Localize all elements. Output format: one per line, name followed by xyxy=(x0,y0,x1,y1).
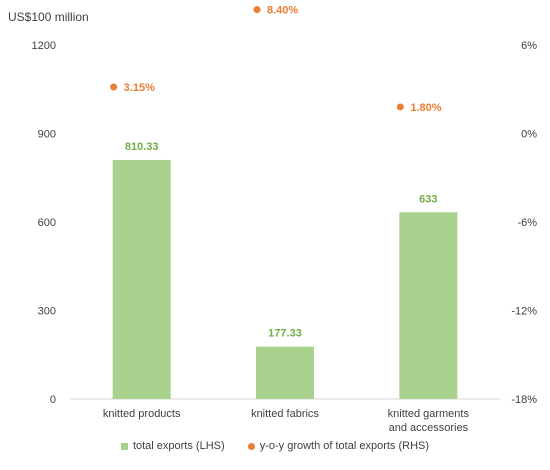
right-tick-label: -12% xyxy=(511,306,537,318)
growth-point xyxy=(110,83,118,91)
bar-value-label: 633 xyxy=(419,193,437,205)
bar xyxy=(399,212,458,399)
bar-value-label: 810.33 xyxy=(125,141,159,153)
category-label: knitted fabrics xyxy=(251,408,319,420)
legend-label-yoy-growth: y-o-y growth of total exports (RHS) xyxy=(259,440,430,452)
bar xyxy=(256,346,314,399)
category-label: and accessories xyxy=(389,422,469,434)
right-tick-label: -6% xyxy=(517,217,537,229)
chart-legend: total exports (LHS) y-o-y growth of tota… xyxy=(0,440,550,453)
legend-item-yoy-growth: y-o-y growth of total exports (RHS) xyxy=(247,440,430,452)
legend-dot-swatch xyxy=(247,442,255,450)
growth-value-label: 3.15% xyxy=(124,82,155,94)
left-tick-label: 600 xyxy=(38,217,56,229)
left-tick-label: 0 xyxy=(50,394,56,406)
right-tick-label: -18% xyxy=(511,394,537,406)
left-tick-label: 900 xyxy=(38,129,56,141)
growth-point xyxy=(396,103,404,111)
y-axis-unit-label: US$100 million xyxy=(8,10,89,24)
legend-item-total-exports: total exports (LHS) xyxy=(120,440,225,452)
right-tick-label: 0% xyxy=(521,129,537,141)
legend-bar-swatch xyxy=(120,442,128,450)
category-label: knitted products xyxy=(103,408,181,420)
right-tick-label: 6% xyxy=(521,40,537,52)
bar-value-label: 177.33 xyxy=(268,328,302,340)
left-tick-label: 1200 xyxy=(32,40,56,52)
growth-point xyxy=(253,6,261,14)
category-label: knitted garments xyxy=(388,408,470,420)
bar xyxy=(112,159,171,399)
left-tick-label: 300 xyxy=(38,306,56,318)
growth-value-label: 1.80% xyxy=(410,102,441,114)
growth-value-label: 8.40% xyxy=(267,5,298,17)
legend-label-total-exports: total exports (LHS) xyxy=(132,440,225,452)
